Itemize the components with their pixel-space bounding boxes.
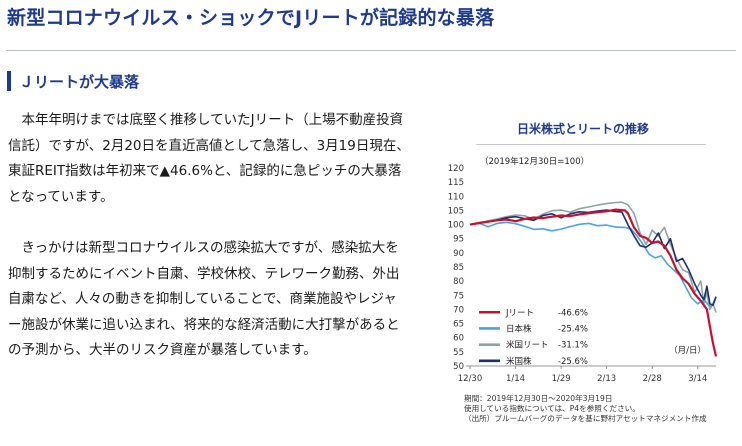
section-heading: Ｊリートが大暴落 [7,70,139,92]
y-tick-label: 105 [448,206,464,216]
legend-label: 米国株 [506,356,532,367]
y-tick-label: 55 [453,348,464,358]
chart-note-indices: 使用している指数については、P4を参照ください。 [464,404,640,413]
x-tick-label: 3/14 [688,374,707,384]
y-tick-label: 70 [453,305,464,315]
title-divider [6,50,736,51]
legend-value: -46.6% [558,308,588,318]
legend-value: -31.1% [558,341,588,351]
x-tick-label: 2/13 [597,374,616,384]
y-tick-label: 90 [453,249,464,259]
chart-title: 日米株式とリートの推移 [516,122,649,136]
section-accent-bar [7,71,11,91]
y-tick-label: 115 [448,178,464,188]
x-tick-label: 1/29 [552,374,571,384]
section-heading-text: Ｊリートが大暴落 [19,72,140,91]
x-tick-label: 1/14 [506,374,525,384]
x-tick-label: 2/28 [643,374,662,384]
chart-note-period: 期間：2019年12月30日～2020年3月19日 [464,394,613,403]
line-chart: （2019年12月30日=100） 50 55 60 65 70 75 80 85 90 95 100… [448,156,718,384]
legend-label: 日本株 [506,323,532,334]
chart-panel: 日米株式とリートの推移 （2019年12月30日=100） 50 55 60 65 70 7… [438,104,728,438]
article-body: 本年年明けまでは底堅く推移していたJリート（上場不動産投資信託）ですが、2月20… [8,108,410,364]
y-tick-label: 60 [453,334,464,344]
x-unit-label: （月/日） [669,345,706,356]
legend-label: 米国リート [506,340,549,351]
y-tick-label: 85 [453,263,464,273]
x-tick-label: 12/30 [458,374,483,384]
y-tick-label: 120 [448,164,464,174]
series-line [469,201,717,313]
chart-note-source: （出所）ブルームバーグのデータを基に野村アセットマネジメント作成 [464,414,707,423]
legend-value: -25.6% [558,357,588,367]
y-tick-label: 80 [453,277,464,287]
y-tick-label: 95 [453,235,464,245]
y-tick-label: 65 [453,320,464,330]
y-tick-label: 75 [453,291,464,301]
legend-value: -25.4% [558,324,588,334]
y-tick-label: 50 [453,362,464,372]
paragraph-1: 本年年明けまでは底堅く推移していたJリート（上場不動産投資信託）ですが、2月20… [8,112,410,205]
series-line [469,221,717,308]
y-tick-label: 100 [448,221,464,231]
paragraph-2: きっかけは新型コロナウイルスの感染拡大ですが、感染拡大を抑制するためにイベント自… [8,239,400,359]
series-line [469,208,718,357]
chart-subtitle: （2019年12月30日=100） [480,156,589,167]
legend-label: Jリート [505,308,534,318]
y-tick-label: 110 [448,192,464,202]
chart-title-divider [476,144,706,145]
page-title: 新型コロナウイルス・ショックでJリートが記録的な暴落 [7,7,495,29]
